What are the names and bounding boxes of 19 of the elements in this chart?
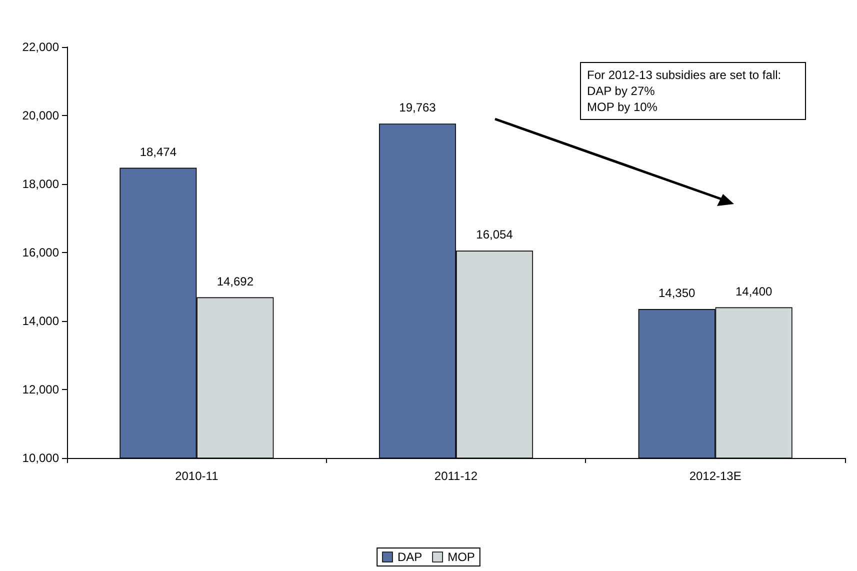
x-tick-label: 2010-11 (175, 469, 219, 483)
data-label: 14,692 (216, 274, 254, 288)
x-tick-label: 2011-12 (434, 469, 478, 483)
annotation: For 2012-13 subsidies are set to fall: DAP by 27% MOP by 10% (580, 62, 806, 120)
y-tick-label: 16,000 (22, 246, 60, 260)
y-tick-label: 22,000 (22, 40, 60, 54)
y-tick-label: 14,000 (22, 314, 60, 328)
x-tick-label: 2012-13E (689, 469, 742, 483)
y-tick-label: 12,000 (22, 382, 60, 396)
legend-label: MOP (448, 550, 475, 564)
data-label: 14,400 (735, 284, 773, 298)
y-tick-label: 10,000 (22, 451, 60, 465)
data-label: 19,763 (399, 100, 436, 115)
data-label: 18,474 (140, 144, 177, 159)
y-tick-label: 18,000 (22, 177, 60, 191)
data-label: 16,054 (476, 228, 514, 242)
data-label: 14,350 (658, 286, 696, 300)
legend-label: DAP (397, 550, 422, 564)
y-tick-label: 20,000 (22, 108, 60, 122)
